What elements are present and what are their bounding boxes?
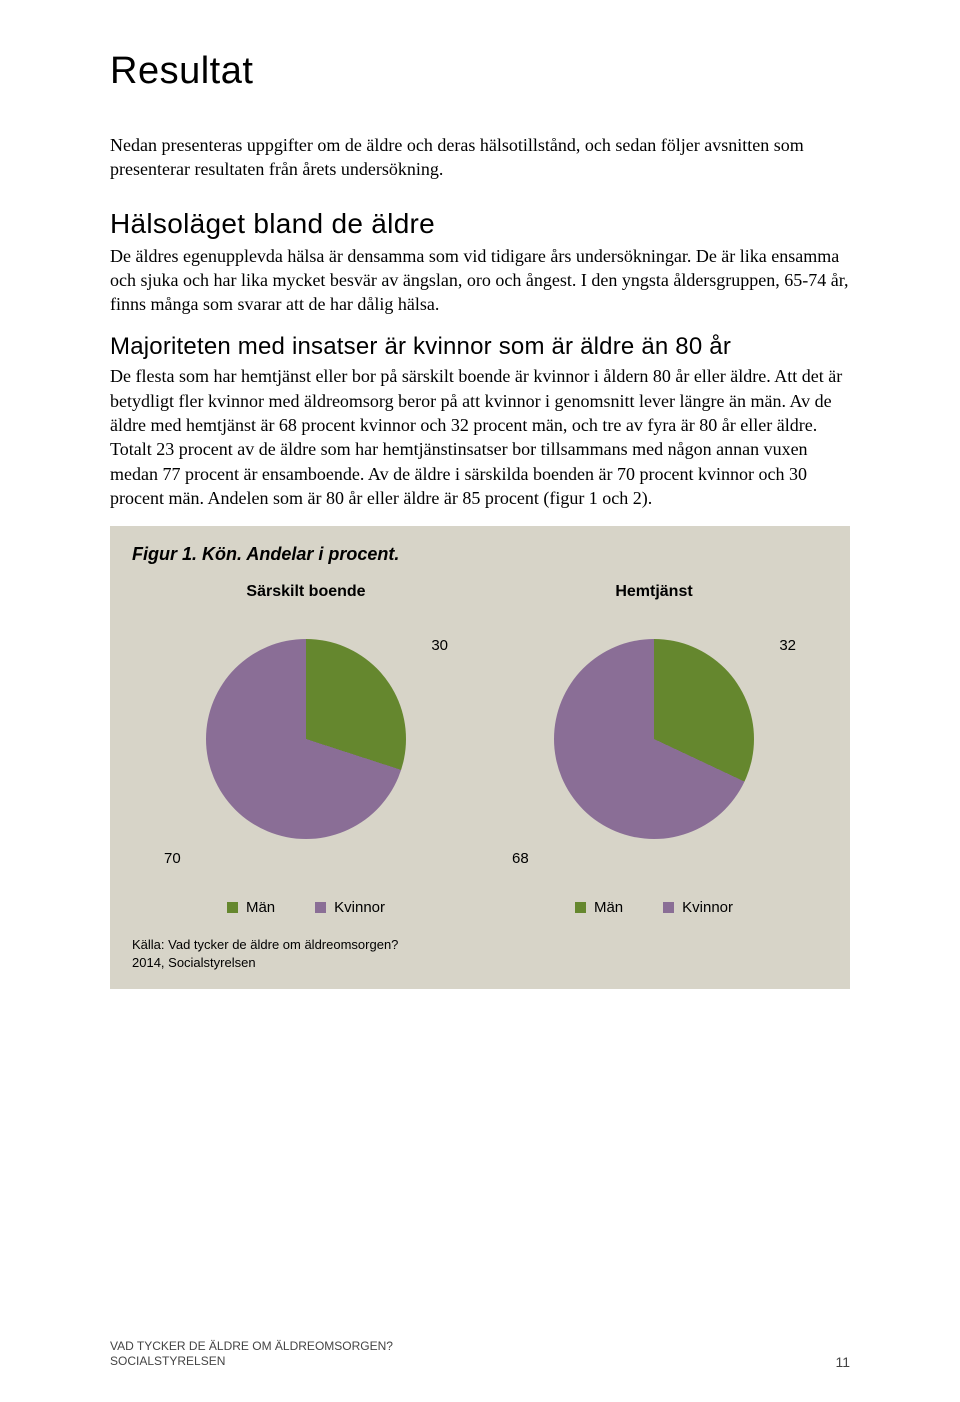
legend-label: Kvinnor (334, 899, 385, 916)
body-paragraph-2: De flesta som har hemtjänst eller bor på… (110, 364, 850, 510)
body-paragraph-1: De äldres egenupplevda hälsa är densamma… (110, 244, 850, 317)
footer-line2: SOCIALSTYRELSEN (110, 1354, 225, 1368)
figure-source: Källa: Vad tycker de äldre om äldreomsor… (132, 936, 828, 971)
source-line1: Källa: Vad tycker de äldre om äldreomsor… (132, 937, 398, 952)
pie-value-men: 32 (779, 637, 796, 654)
page-number: 11 (835, 1354, 850, 1370)
chart-hemtjanst: Hemtjänst 32 68 Män Kvinnor (494, 583, 814, 916)
intro-paragraph: Nedan presenteras uppgifter om de äldre … (110, 133, 850, 182)
legend-label: Kvinnor (682, 899, 733, 916)
legend-label: Män (594, 899, 623, 916)
chart-sarskilt: Särskilt boende 30 70 Män Kvinnor (146, 583, 466, 916)
source-line2: 2014, Socialstyrelsen (132, 955, 256, 970)
pie-chart (206, 639, 406, 839)
legend-item-women: Kvinnor (663, 899, 733, 916)
figure-container: Figur 1. Kön. Andelar i procent. Särskil… (110, 526, 850, 989)
swatch-icon (663, 902, 674, 913)
pie-chart (554, 639, 754, 839)
section-heading: Hälsoläget bland de äldre (110, 208, 850, 240)
swatch-icon (575, 902, 586, 913)
legend-item-women: Kvinnor (315, 899, 385, 916)
swatch-icon (315, 902, 326, 913)
charts-row: Särskilt boende 30 70 Män Kvinnor Hemtjä… (132, 583, 828, 916)
footer-line1: VAD TYCKER DE ÄLDRE OM ÄLDREOMSORGEN? (110, 1339, 393, 1353)
chart-label: Hemtjänst (615, 583, 692, 601)
footer-left: VAD TYCKER DE ÄLDRE OM ÄLDREOMSORGEN? SO… (110, 1339, 393, 1370)
legend-item-men: Män (227, 899, 275, 916)
pie-value-women: 68 (512, 850, 529, 867)
subsection-heading: Majoriteten med insatser är kvinnor som … (110, 332, 850, 362)
figure-title: Figur 1. Kön. Andelar i procent. (132, 544, 828, 565)
page-title: Resultat (110, 50, 850, 93)
pie-value-men: 30 (431, 637, 448, 654)
legend: Män Kvinnor (575, 899, 733, 916)
legend-item-men: Män (575, 899, 623, 916)
pie-wrap: 30 70 (156, 609, 456, 869)
pie-wrap: 32 68 (504, 609, 804, 869)
chart-label: Särskilt boende (246, 583, 365, 601)
swatch-icon (227, 902, 238, 913)
legend: Män Kvinnor (227, 899, 385, 916)
page-footer: VAD TYCKER DE ÄLDRE OM ÄLDREOMSORGEN? SO… (110, 1339, 850, 1370)
legend-label: Män (246, 899, 275, 916)
pie-value-women: 70 (164, 850, 181, 867)
